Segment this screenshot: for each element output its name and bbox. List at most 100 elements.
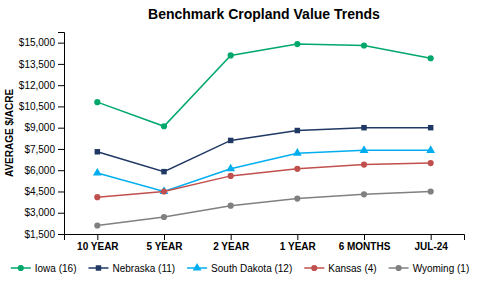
y-tick: $15,000	[19, 37, 64, 48]
x-tick-mark	[364, 234, 365, 240]
legend-swatch-marker	[96, 265, 101, 270]
chart: $1,500 $3,000 $4,500 $6,000 $7,500 $9,000 $10,…	[0, 0, 480, 308]
legend-swatch-marker	[311, 265, 317, 271]
series-line	[97, 191, 430, 225]
y-tick-label: $7,500	[24, 144, 55, 155]
y-tick-mark	[58, 128, 64, 129]
legend-item: Nebraska (11)	[88, 263, 175, 274]
y-tick-label: $4,500	[24, 186, 55, 197]
point	[361, 161, 367, 167]
legend: Iowa (16) Nebraska (11) South Dakota (12) K…	[11, 263, 469, 274]
point	[228, 203, 234, 209]
x-tick: 5 YEAR	[147, 234, 184, 252]
legend-swatch-marker	[193, 263, 202, 271]
x-tick: 6 MONTHS	[339, 234, 391, 252]
y-tick-mark	[58, 213, 64, 214]
point	[228, 52, 234, 58]
y-tick: $7,500	[24, 144, 64, 155]
legend-label: Kansas (4)	[328, 263, 376, 274]
y-tick: $6,000	[24, 165, 64, 176]
legend-label: South Dakota (12)	[211, 263, 292, 274]
series-line	[97, 150, 430, 191]
y-tick-label: $6,000	[24, 165, 55, 176]
x-tick-mark	[164, 234, 165, 240]
point	[95, 149, 100, 154]
y-tick-label: $9,000	[24, 122, 55, 133]
series-line	[97, 44, 430, 126]
x-tick-mark	[431, 234, 432, 240]
y-tick-mark	[58, 43, 64, 44]
x-tick-mark	[297, 234, 298, 240]
legend-item: Wyoming (1)	[389, 263, 470, 274]
x-tick-mark	[231, 234, 232, 240]
y-axis-line	[58, 33, 65, 235]
y-tick-mark	[58, 191, 64, 192]
point	[295, 128, 300, 133]
point	[294, 195, 300, 201]
legend-label: Wyoming (1)	[413, 263, 470, 274]
y-tick-mark	[58, 64, 64, 65]
point	[94, 222, 100, 228]
x-tick-label: 10 YEAR	[77, 241, 119, 252]
point	[361, 125, 366, 130]
y-tick-label: $1,500	[24, 229, 55, 240]
series	[93, 145, 435, 194]
x-tick-label: JUL-24	[414, 241, 448, 252]
x-tick-label: 1 YEAR	[280, 241, 317, 252]
x-axis: 10 YEAR 5 YEAR 2 YEAR 1 YEAR 6 MONTHS JUL-24	[65, 234, 465, 252]
point	[228, 173, 234, 179]
marks	[93, 41, 435, 229]
point	[161, 188, 167, 194]
x-axis-line	[65, 235, 465, 241]
point	[294, 166, 300, 172]
y-tick: $10,500	[19, 101, 64, 112]
y-axis: $1,500 $3,000 $4,500 $6,000 $7,500 $9,000 $10,…	[19, 33, 65, 240]
y-tick-label: $10,500	[19, 101, 56, 112]
series	[94, 188, 434, 228]
x-tick: 2 YEAR	[213, 234, 250, 252]
y-tick: $13,500	[19, 59, 64, 70]
y-tick-mark	[58, 170, 64, 171]
x-tick-mark	[97, 234, 98, 240]
legend-label: Iowa (16)	[35, 263, 77, 274]
point	[428, 55, 434, 61]
point	[161, 214, 167, 220]
legend-item: Kansas (4)	[304, 263, 376, 274]
point	[428, 188, 434, 194]
point	[228, 138, 233, 143]
point	[161, 123, 167, 129]
y-tick: $9,000	[24, 122, 64, 133]
y-axis-title: AVERAGE $/ACRE	[4, 89, 15, 177]
series-line	[97, 163, 430, 197]
point	[93, 168, 102, 176]
y-tick: $1,500	[24, 229, 64, 240]
y-tick: $3,000	[24, 207, 64, 218]
point	[428, 125, 433, 130]
point	[361, 191, 367, 197]
legend-swatch-marker	[18, 265, 24, 271]
point	[294, 41, 300, 47]
x-tick: 10 YEAR	[77, 234, 119, 252]
series	[94, 41, 434, 129]
y-tick-label: $12,000	[19, 80, 56, 91]
y-tick: $4,500	[24, 186, 64, 197]
y-tick-label: $13,500	[19, 59, 56, 70]
point	[94, 194, 100, 200]
x-tick-label: 6 MONTHS	[339, 241, 391, 252]
point	[226, 164, 235, 172]
y-tick: $12,000	[19, 80, 64, 91]
point	[426, 145, 435, 153]
y-tick-mark	[58, 85, 64, 86]
legend-item: Iowa (16)	[11, 263, 77, 274]
plot-area: $1,500 $3,000 $4,500 $6,000 $7,500 $9,000 $10,…	[19, 33, 465, 253]
y-tick-mark	[58, 106, 64, 107]
point	[293, 148, 302, 156]
y-tick-mark	[58, 234, 64, 235]
y-tick-label: $3,000	[24, 207, 55, 218]
legend-item: South Dakota (12)	[187, 263, 292, 274]
x-tick: JUL-24	[414, 234, 448, 252]
legend-swatch-marker	[396, 265, 402, 271]
y-tick-label: $15,000	[19, 37, 56, 48]
point	[428, 160, 434, 166]
point	[361, 42, 367, 48]
